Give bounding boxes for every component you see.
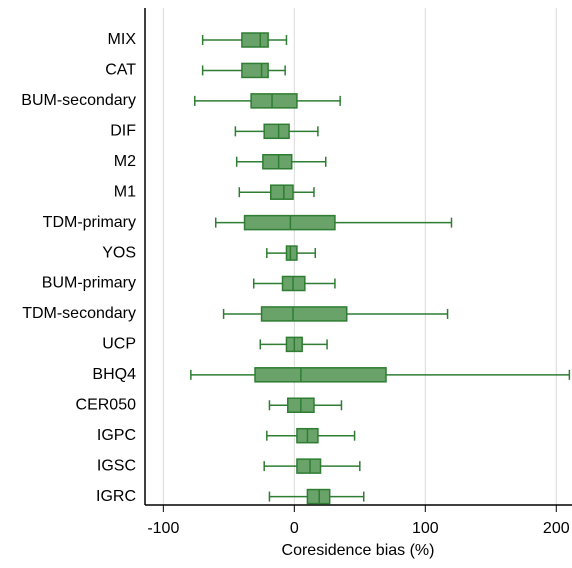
category-label: TDM-primary [43,214,136,231]
category-label: IGSC [97,457,136,474]
box [263,123,290,140]
x-tick-label: 100 [412,520,439,537]
category-label: DIF [110,123,136,140]
x-axis-label: Coresidence bias (%) [282,542,435,559]
box [241,32,269,48]
category-label: CER050 [76,396,137,413]
category-label: UCP [102,336,136,353]
category-label: BUM-secondary [21,92,136,109]
box [241,62,269,79]
box [269,184,294,200]
box [254,367,387,383]
box [262,154,293,170]
category-label: YOS [102,244,136,261]
category-label: IGPC [97,427,136,444]
category-label: M1 [114,183,136,200]
category-label: CAT [105,62,136,79]
x-tick-label: 0 [290,520,299,537]
category-label: IGRC [96,488,136,505]
x-tick-label: -100 [147,520,179,537]
box [296,458,322,474]
category-label: M2 [114,153,136,170]
category-label: BHQ4 [92,366,136,383]
box [260,306,348,322]
box [250,93,298,109]
category-label: MIX [108,31,137,48]
x-tick-label: 200 [543,520,570,537]
category-label: TDM-secondary [22,305,136,322]
box [285,245,298,261]
category-label: BUM-primary [42,275,136,292]
